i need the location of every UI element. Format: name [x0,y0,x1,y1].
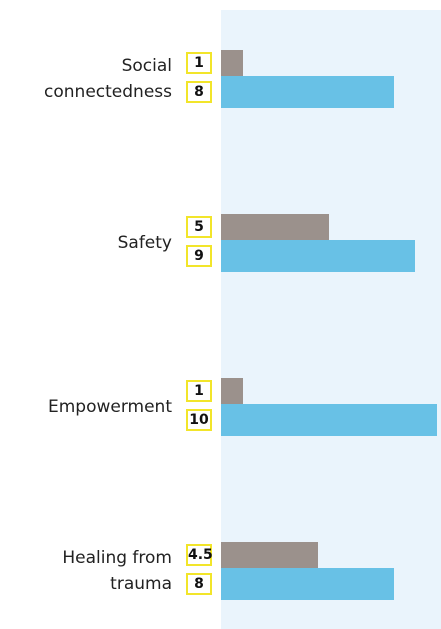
bar [221,240,416,272]
bar [221,378,243,404]
value-label: 8 [186,81,212,103]
value-label: 1 [186,52,212,74]
bar [221,404,437,436]
value-label: 1 [186,380,212,402]
category-label: Healing from trauma [62,548,172,594]
value-label: 10 [186,409,212,431]
value-label: 9 [186,245,212,267]
value-label: 4.5 [186,544,213,566]
category-label: Empowerment [47,397,172,417]
bar [221,76,394,108]
value-label: 8 [186,573,212,595]
value-label: 5 [186,216,212,238]
plot-background [221,10,441,629]
category-label: Social connectedness [44,56,172,102]
bar [221,214,329,240]
bar [221,568,394,600]
bar [221,542,319,568]
bar [221,50,243,76]
category-label: Safety [117,233,172,253]
